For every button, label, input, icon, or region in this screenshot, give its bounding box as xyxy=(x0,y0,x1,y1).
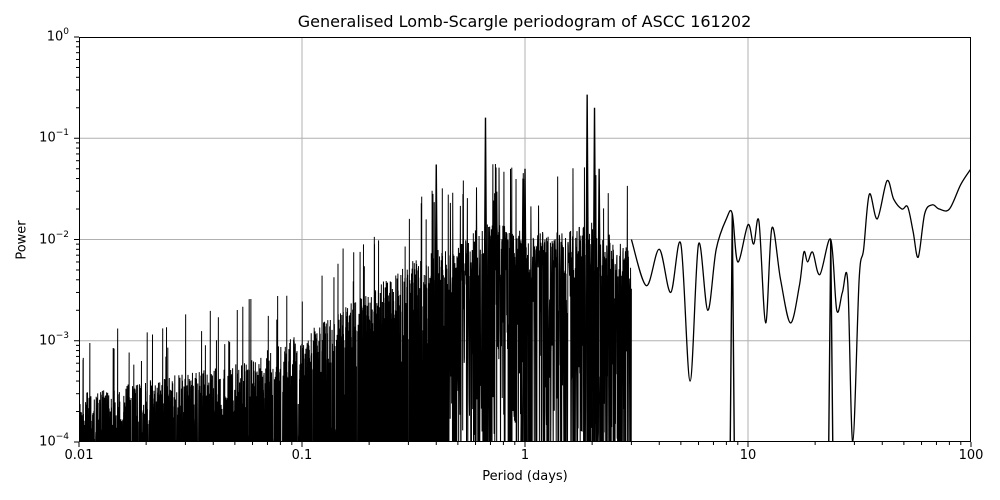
y-tick-label: 10−1 xyxy=(39,128,69,146)
x-axis-label: Period (days) xyxy=(482,469,568,484)
periodogram-peak xyxy=(729,213,735,442)
periodogram-peak xyxy=(520,178,526,442)
axes-frame xyxy=(79,37,971,442)
periodogram-plot xyxy=(79,37,971,442)
y-tick-label: 10−4 xyxy=(39,432,69,450)
y-tick-label: 10−3 xyxy=(39,330,69,349)
x-tick-label: 10 xyxy=(739,448,757,463)
periodogram-peak xyxy=(433,164,439,442)
periodogram-peak xyxy=(522,168,528,442)
periodogram-peak xyxy=(596,168,602,442)
chart-title: Generalised Lomb-Scargle periodogram of … xyxy=(297,12,752,31)
periodogram-smooth-tail xyxy=(630,168,971,442)
periodogram-peak xyxy=(584,94,590,442)
x-tick-label: 1 xyxy=(520,448,530,463)
x-tick-label: 0.01 xyxy=(64,448,94,463)
x-tick-label: 100 xyxy=(958,448,984,463)
periodogram-peak xyxy=(591,107,598,442)
plot-area xyxy=(79,37,971,442)
periodogram-noise-curve xyxy=(79,164,632,442)
y-axis-label: Power xyxy=(14,220,30,260)
periodogram-peak xyxy=(482,117,489,442)
y-tick-label: 10−2 xyxy=(39,229,69,247)
y-tick-label: 100 xyxy=(46,27,69,45)
x-tick-label: 0.1 xyxy=(291,448,313,463)
